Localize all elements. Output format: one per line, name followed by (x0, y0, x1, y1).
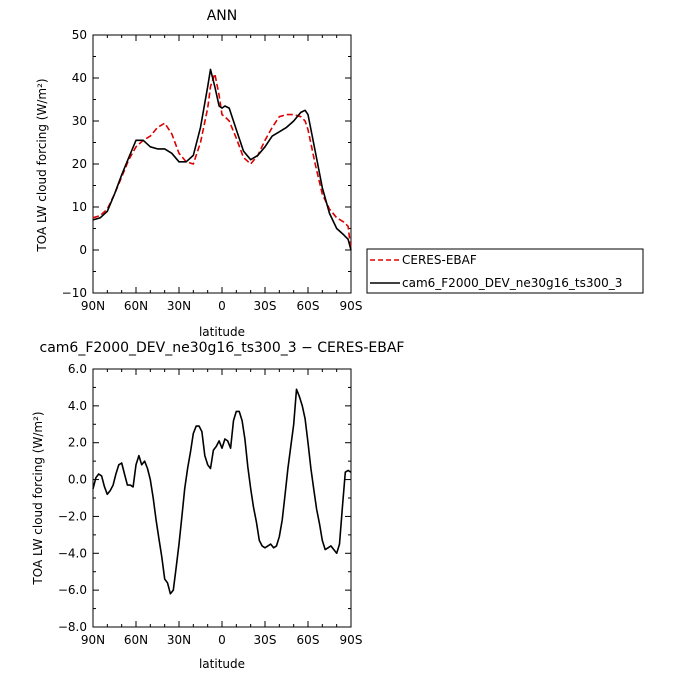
x-tick-label: 30N (167, 299, 191, 313)
plot-frame (92, 368, 352, 628)
series-line-cam6-f2000-dev-ne30g16-ts300-3 (92, 68, 352, 251)
series-line-ceres-ebaf (92, 72, 352, 251)
y-tick-label: 50 (72, 28, 87, 42)
x-tick-label: 30S (254, 633, 277, 647)
x-tick-label: 90S (340, 633, 363, 647)
top-y-axis-label: TOA LW cloud forcing (W/m²) (35, 78, 49, 252)
top-chart-title: ANN (207, 8, 238, 24)
y-tick-label: 2.0 (68, 436, 87, 450)
y-tick-label: 30 (72, 114, 87, 128)
y-tick-label: 40 (72, 71, 87, 85)
bottom-chart-title: cam6_F2000_DEV_ne30g16_ts300_3 − CERES-E… (40, 340, 405, 356)
y-tick-label: −4.0 (58, 546, 87, 560)
x-tick-label: 0 (218, 633, 226, 647)
legend: CERES-EBAF cam6_F2000_DEV_ne30g16_ts300_… (366, 248, 644, 294)
bottom-panel: cam6_F2000_DEV_ne30g16_ts300_3 − CERES-E… (31, 340, 404, 671)
bottom-x-axis-label: latitude (199, 657, 245, 671)
x-tick-label: 30N (167, 633, 191, 647)
legend-label-cam6: cam6_F2000_DEV_ne30g16_ts300_3 (402, 276, 622, 290)
series-line-difference (92, 388, 352, 595)
y-tick-label: 0 (79, 243, 87, 257)
x-tick-label: 90N (81, 633, 105, 647)
x-tick-label: 60N (124, 633, 148, 647)
x-tick-label: 0 (218, 299, 226, 313)
y-tick-label: −10 (62, 286, 87, 300)
plot-frame (92, 34, 352, 294)
y-tick-label: 20 (72, 157, 87, 171)
y-tick-label: 10 (72, 200, 87, 214)
y-tick-label: −6.0 (58, 583, 87, 597)
bottom-y-axis-label: TOA LW cloud forcing (W/m²) (31, 411, 45, 585)
x-tick-label: 60N (124, 299, 148, 313)
x-tick-label: 30S (254, 299, 277, 313)
y-tick-label: 4.0 (68, 399, 87, 413)
x-tick-label: 60S (297, 633, 320, 647)
y-tick-label: 0.0 (68, 473, 87, 487)
top-x-axis-label: latitude (199, 325, 245, 339)
x-tick-label: 90N (81, 299, 105, 313)
top-panel: ANN 90N 60N 30N 0 30S 60S 90S −10 0 10 20 30 40 50 la… (35, 8, 362, 339)
x-tick-label: 60S (297, 299, 320, 313)
y-tick-label: −8.0 (58, 620, 87, 634)
y-tick-label: −2.0 (58, 509, 87, 523)
legend-box (366, 248, 644, 294)
y-tick-label: 6.0 (68, 362, 87, 376)
legend-label-ceres: CERES-EBAF (402, 253, 477, 267)
x-tick-label: 90S (340, 299, 363, 313)
